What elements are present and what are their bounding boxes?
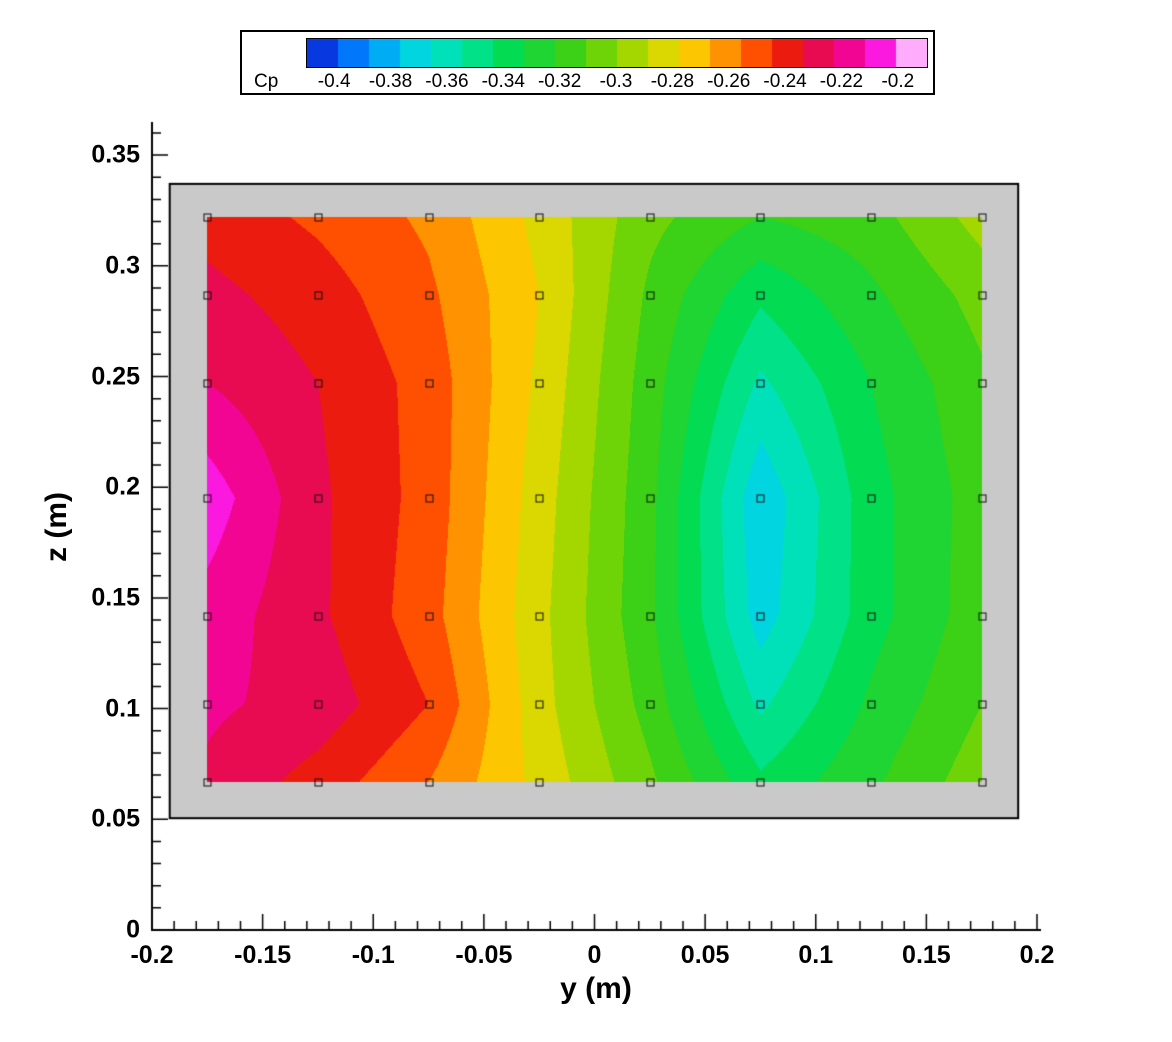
x-tick-label: 0 <box>587 941 602 969</box>
colorbar-tick-label: -0.22 <box>819 71 864 92</box>
colorbar-legend: Cp -0.4 -0.38 -0.36 -0.34 -0.32 -0.3 -0.28 -0.2… <box>240 30 935 95</box>
z-tick-label: 0.25 <box>91 362 140 390</box>
colorbar-tick-label: -0.32 <box>537 71 582 92</box>
colorbar-tick-label: -0.34 <box>481 71 525 92</box>
x-tick-label: -0.1 <box>351 941 395 969</box>
x-tick-label: 0.05 <box>680 941 730 969</box>
colorbar-tick-label: -0.3 <box>599 71 633 92</box>
x-tick-label: -0.2 <box>130 941 174 969</box>
x-tick-label: -0.05 <box>455 941 513 969</box>
z-tick-label: 0.35 <box>91 140 140 169</box>
x-tick-label: 0.2 <box>1019 941 1055 969</box>
z-tick-label: 0 <box>126 915 140 944</box>
x-tick-label: 0.15 <box>902 941 951 969</box>
colorbar-tick-label: -0.28 <box>650 71 695 92</box>
colorbar-tick-label: -0.4 <box>317 71 351 92</box>
z-tick-label: 0.3 <box>105 251 140 280</box>
colorbar-tick-label: -0.2 <box>881 71 915 92</box>
colorbar-strip <box>306 38 928 68</box>
z-axis-title: z (m) <box>40 492 73 562</box>
colorbar-tick-label: -0.26 <box>707 71 751 92</box>
colorbar-title: Cp <box>254 71 279 92</box>
x-axis-title: y (m) <box>560 972 632 1005</box>
colorbar-tick-label: -0.36 <box>425 71 469 92</box>
z-tick-label: 0.15 <box>91 583 140 612</box>
colorbar-tick-label: -0.24 <box>763 71 807 92</box>
x-tick-label: -0.15 <box>234 941 292 969</box>
z-tick-label: 0.2 <box>105 472 140 501</box>
x-tick-label: 0.1 <box>798 941 834 969</box>
z-tick-label: 0.05 <box>91 804 140 833</box>
z-tick-label: 0.1 <box>105 694 140 723</box>
colorbar-tick-label: -0.38 <box>368 71 413 92</box>
